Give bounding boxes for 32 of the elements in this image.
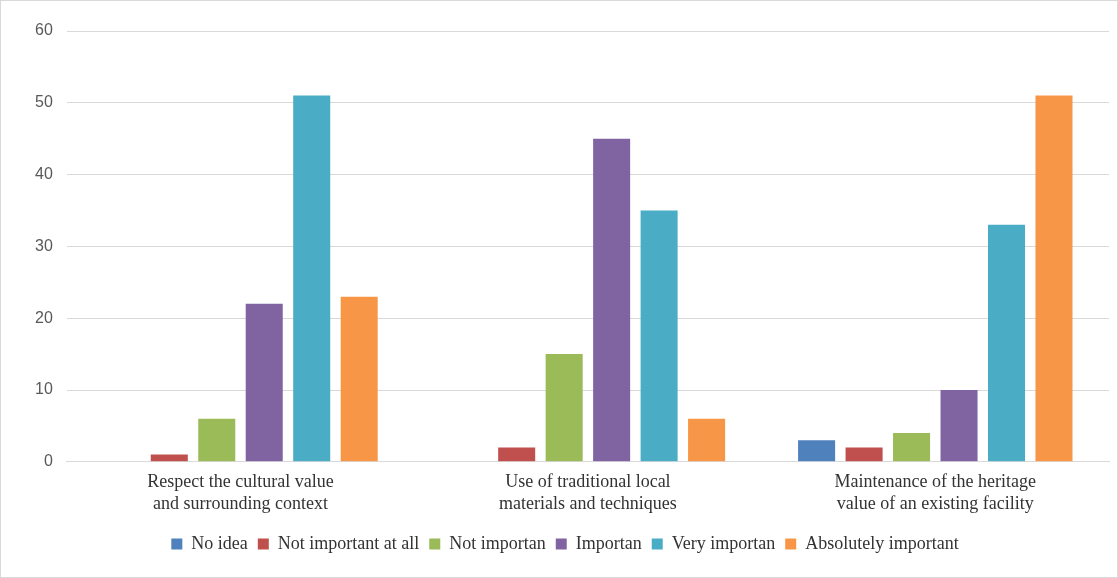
bar [640,210,678,462]
bar [940,390,978,462]
bar [498,447,536,462]
bar [845,447,883,462]
bar [340,296,378,462]
bar [293,95,331,462]
bar [593,138,631,462]
legend-label: Importan [575,532,642,553]
x-tick-label: Maintenance of the heritage value of an existing facility [834,471,1037,513]
legend-label: No idea [191,532,248,553]
y-tick-label: 50 [35,93,53,111]
x-tick-label: Respect the cultural value and surrounding context [147,471,334,513]
bar [545,354,583,462]
bar [798,440,836,462]
y-tick-label: 60 [35,21,53,39]
bar [688,418,726,462]
legend-label: Very importan [671,532,776,553]
bar [150,454,188,462]
bar [198,418,236,462]
bar [1035,95,1073,462]
bar [893,433,931,462]
y-tick-label: 20 [35,308,53,326]
legend-label: Not importan [449,532,546,553]
y-tick-label: 30 [35,236,53,254]
y-tick-label: 40 [35,165,53,183]
y-tick-label: 10 [35,380,53,398]
x-tick-label: Use of traditional local materials and techniques [498,471,677,513]
bar [988,224,1026,462]
y-tick-label: 0 [43,452,53,470]
bar [245,303,283,462]
legend-label: Not important at all [277,532,420,553]
legend-label: Absolutely important [805,532,959,553]
